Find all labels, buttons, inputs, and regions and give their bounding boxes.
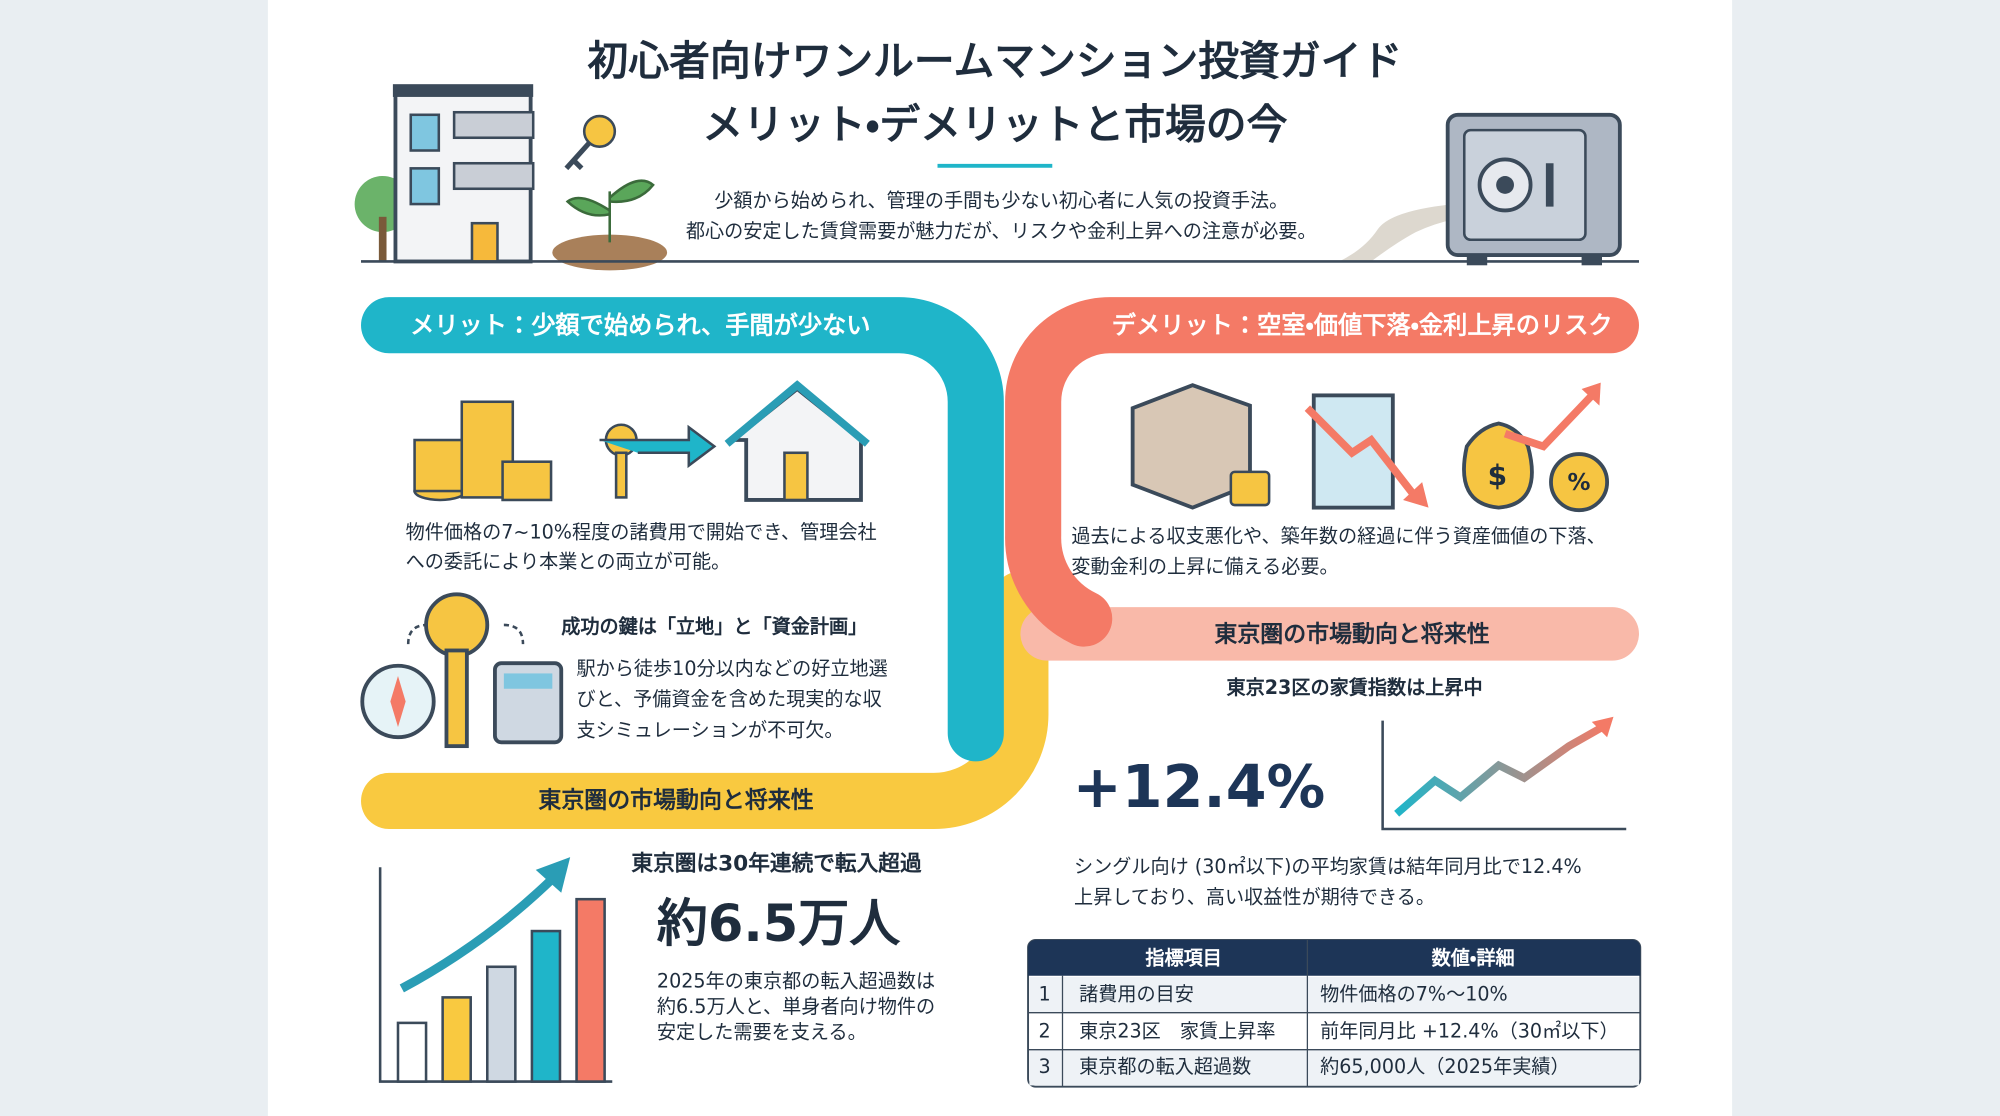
table-frame	[1027, 939, 1642, 1088]
merit-text: への委託により本業との両立が可能。	[406, 550, 731, 573]
trend-art-part	[1381, 720, 1627, 831]
bars-art-part	[575, 897, 606, 1083]
merit-art-part	[783, 451, 809, 502]
key-heading: 成功の鍵は「立地」と「資金計画」	[561, 615, 867, 638]
header-art-part	[452, 161, 535, 191]
table-cell: 約65,000人（2025年実績）	[1320, 1055, 1569, 1078]
merit-text: 物件価格の7~10%程度の諸費用で開始でき、管理会社	[406, 521, 877, 544]
trend-art-part	[1591, 716, 1614, 738]
table-cell: 2	[1039, 1019, 1051, 1042]
demerit-text: 変動金利の上昇に備える必要。	[1071, 555, 1338, 578]
market-text: シングル向け (30㎡以下)の平均家賃は結年同月比で12.4%	[1074, 855, 1582, 878]
demerit-art-part	[1462, 421, 1534, 510]
bands-part	[1005, 297, 1639, 647]
key-art-part	[390, 675, 406, 727]
merit-art-part	[501, 460, 553, 502]
merit-art-part	[614, 451, 628, 499]
bars-art-part	[399, 876, 555, 993]
market-text: 上昇しており、高い収益性が期待できる。	[1074, 885, 1435, 908]
bands-part	[361, 297, 1004, 762]
dollar-icon: $	[1488, 459, 1508, 492]
table-header: 数値・詳細	[1431, 947, 1515, 970]
demerit-text: 過去による収支悪化や、築年数の経過に伴う資産価値の下落、	[1071, 524, 1605, 547]
merit-art-part	[599, 424, 717, 469]
demerit-art-part	[1229, 470, 1271, 507]
key-text: びと、予備資金を含めた現実的な収	[577, 688, 882, 711]
intro: 少額から始められ、管理の手間も少ない初心者に人気の投資手法。	[714, 189, 1288, 212]
header-art-part	[452, 110, 535, 140]
table-cell: 東京都の転入超過数	[1079, 1055, 1251, 1078]
demerit-art-part	[1581, 382, 1601, 406]
bands-part	[1020, 607, 1639, 661]
title: 初心者向けワンルームマンション投資ガイド	[588, 37, 1403, 85]
header-art	[354, 84, 1639, 271]
demerit-art-part	[1403, 482, 1429, 508]
bands	[361, 297, 1639, 830]
market-text: 約6.5万人と、単身者向け物件の	[657, 995, 935, 1018]
table-cell: 前年同月比 +12.4%（30㎡以下）	[1320, 1019, 1618, 1042]
percent-icon: %	[1568, 470, 1591, 496]
market-figure: +12.4%	[1073, 753, 1326, 821]
header-art-part	[1339, 204, 1455, 262]
header-art-part	[565, 179, 655, 243]
key-art	[360, 592, 564, 749]
bars-art-part	[535, 857, 571, 893]
intro: 都心の安定した賃貸需要が魅力だが、リスクや金利上昇への注意が必要。	[686, 220, 1317, 243]
header-art-part	[470, 221, 499, 263]
market-figure: 約6.5万人	[657, 895, 901, 954]
key-text: 支シミュレーションが不可欠。	[577, 718, 844, 741]
key-art-part	[424, 592, 490, 658]
merit-art-part	[413, 438, 467, 493]
trend-art-part	[1394, 721, 1609, 817]
header-art-part	[564, 141, 592, 171]
key-art-part	[444, 648, 469, 749]
key-text: 駅から徒歩10分以内などの好立地選	[577, 657, 888, 680]
demerit-heading: デメリット：空室・価値下落・金利上昇のリスク	[1112, 312, 1613, 340]
bars-art-part	[441, 996, 472, 1083]
header-art-part	[1545, 163, 1554, 207]
title: メリット・デメリットと市場の今	[702, 101, 1287, 149]
bars-art	[378, 857, 613, 1083]
header-art-part	[378, 216, 387, 262]
header-art-part	[582, 114, 617, 148]
market-text: 安定した需要を支える。	[657, 1021, 867, 1044]
header-art-part	[1496, 176, 1514, 194]
demerit-art-part	[1304, 405, 1419, 500]
merit-heading: メリット：少額で始められ、手間が少ない	[410, 312, 870, 340]
table-cell: 1	[1039, 982, 1051, 1005]
key-art-part	[406, 623, 525, 645]
key-art-part	[503, 673, 553, 689]
merit-art	[413, 380, 870, 502]
bars-art-part	[486, 965, 517, 1083]
table-frame-part	[1029, 1049, 1639, 1086]
market-subheading: 東京圏は30年連続で転入超過	[631, 851, 922, 877]
demerit-art: $ %	[1130, 382, 1610, 513]
bars-art-part	[396, 1021, 428, 1083]
table-cell: 東京23区 家賃上昇率	[1079, 1019, 1275, 1042]
market-heading: 東京圏の市場動向と将来性	[1214, 621, 1489, 648]
market-text: 2025年の東京都の転入超過数は	[657, 970, 935, 993]
table-header: 指標項目	[1145, 947, 1222, 970]
bands-part	[361, 571, 1049, 830]
demerit-art-part	[1503, 390, 1598, 451]
table-cell: 諸費用の目安	[1079, 982, 1194, 1005]
demerit-art-part	[1549, 452, 1610, 513]
header-art-part	[392, 84, 534, 97]
table-cell: 3	[1039, 1055, 1051, 1078]
market-subheading: 東京23区の家賃指数は上昇中	[1227, 676, 1483, 699]
table-frame-part	[1029, 976, 1639, 1013]
header-art-part	[409, 167, 441, 206]
bars-art-part	[530, 929, 562, 1083]
trend-art	[1381, 716, 1627, 831]
table-cell: 物件価格の7%〜10%	[1320, 982, 1508, 1005]
merit-art-part	[724, 380, 870, 447]
header-art-part	[409, 113, 441, 152]
table-frame-part	[1028, 939, 1641, 976]
market-heading: 東京圏の市場動向と将来性	[538, 786, 813, 813]
